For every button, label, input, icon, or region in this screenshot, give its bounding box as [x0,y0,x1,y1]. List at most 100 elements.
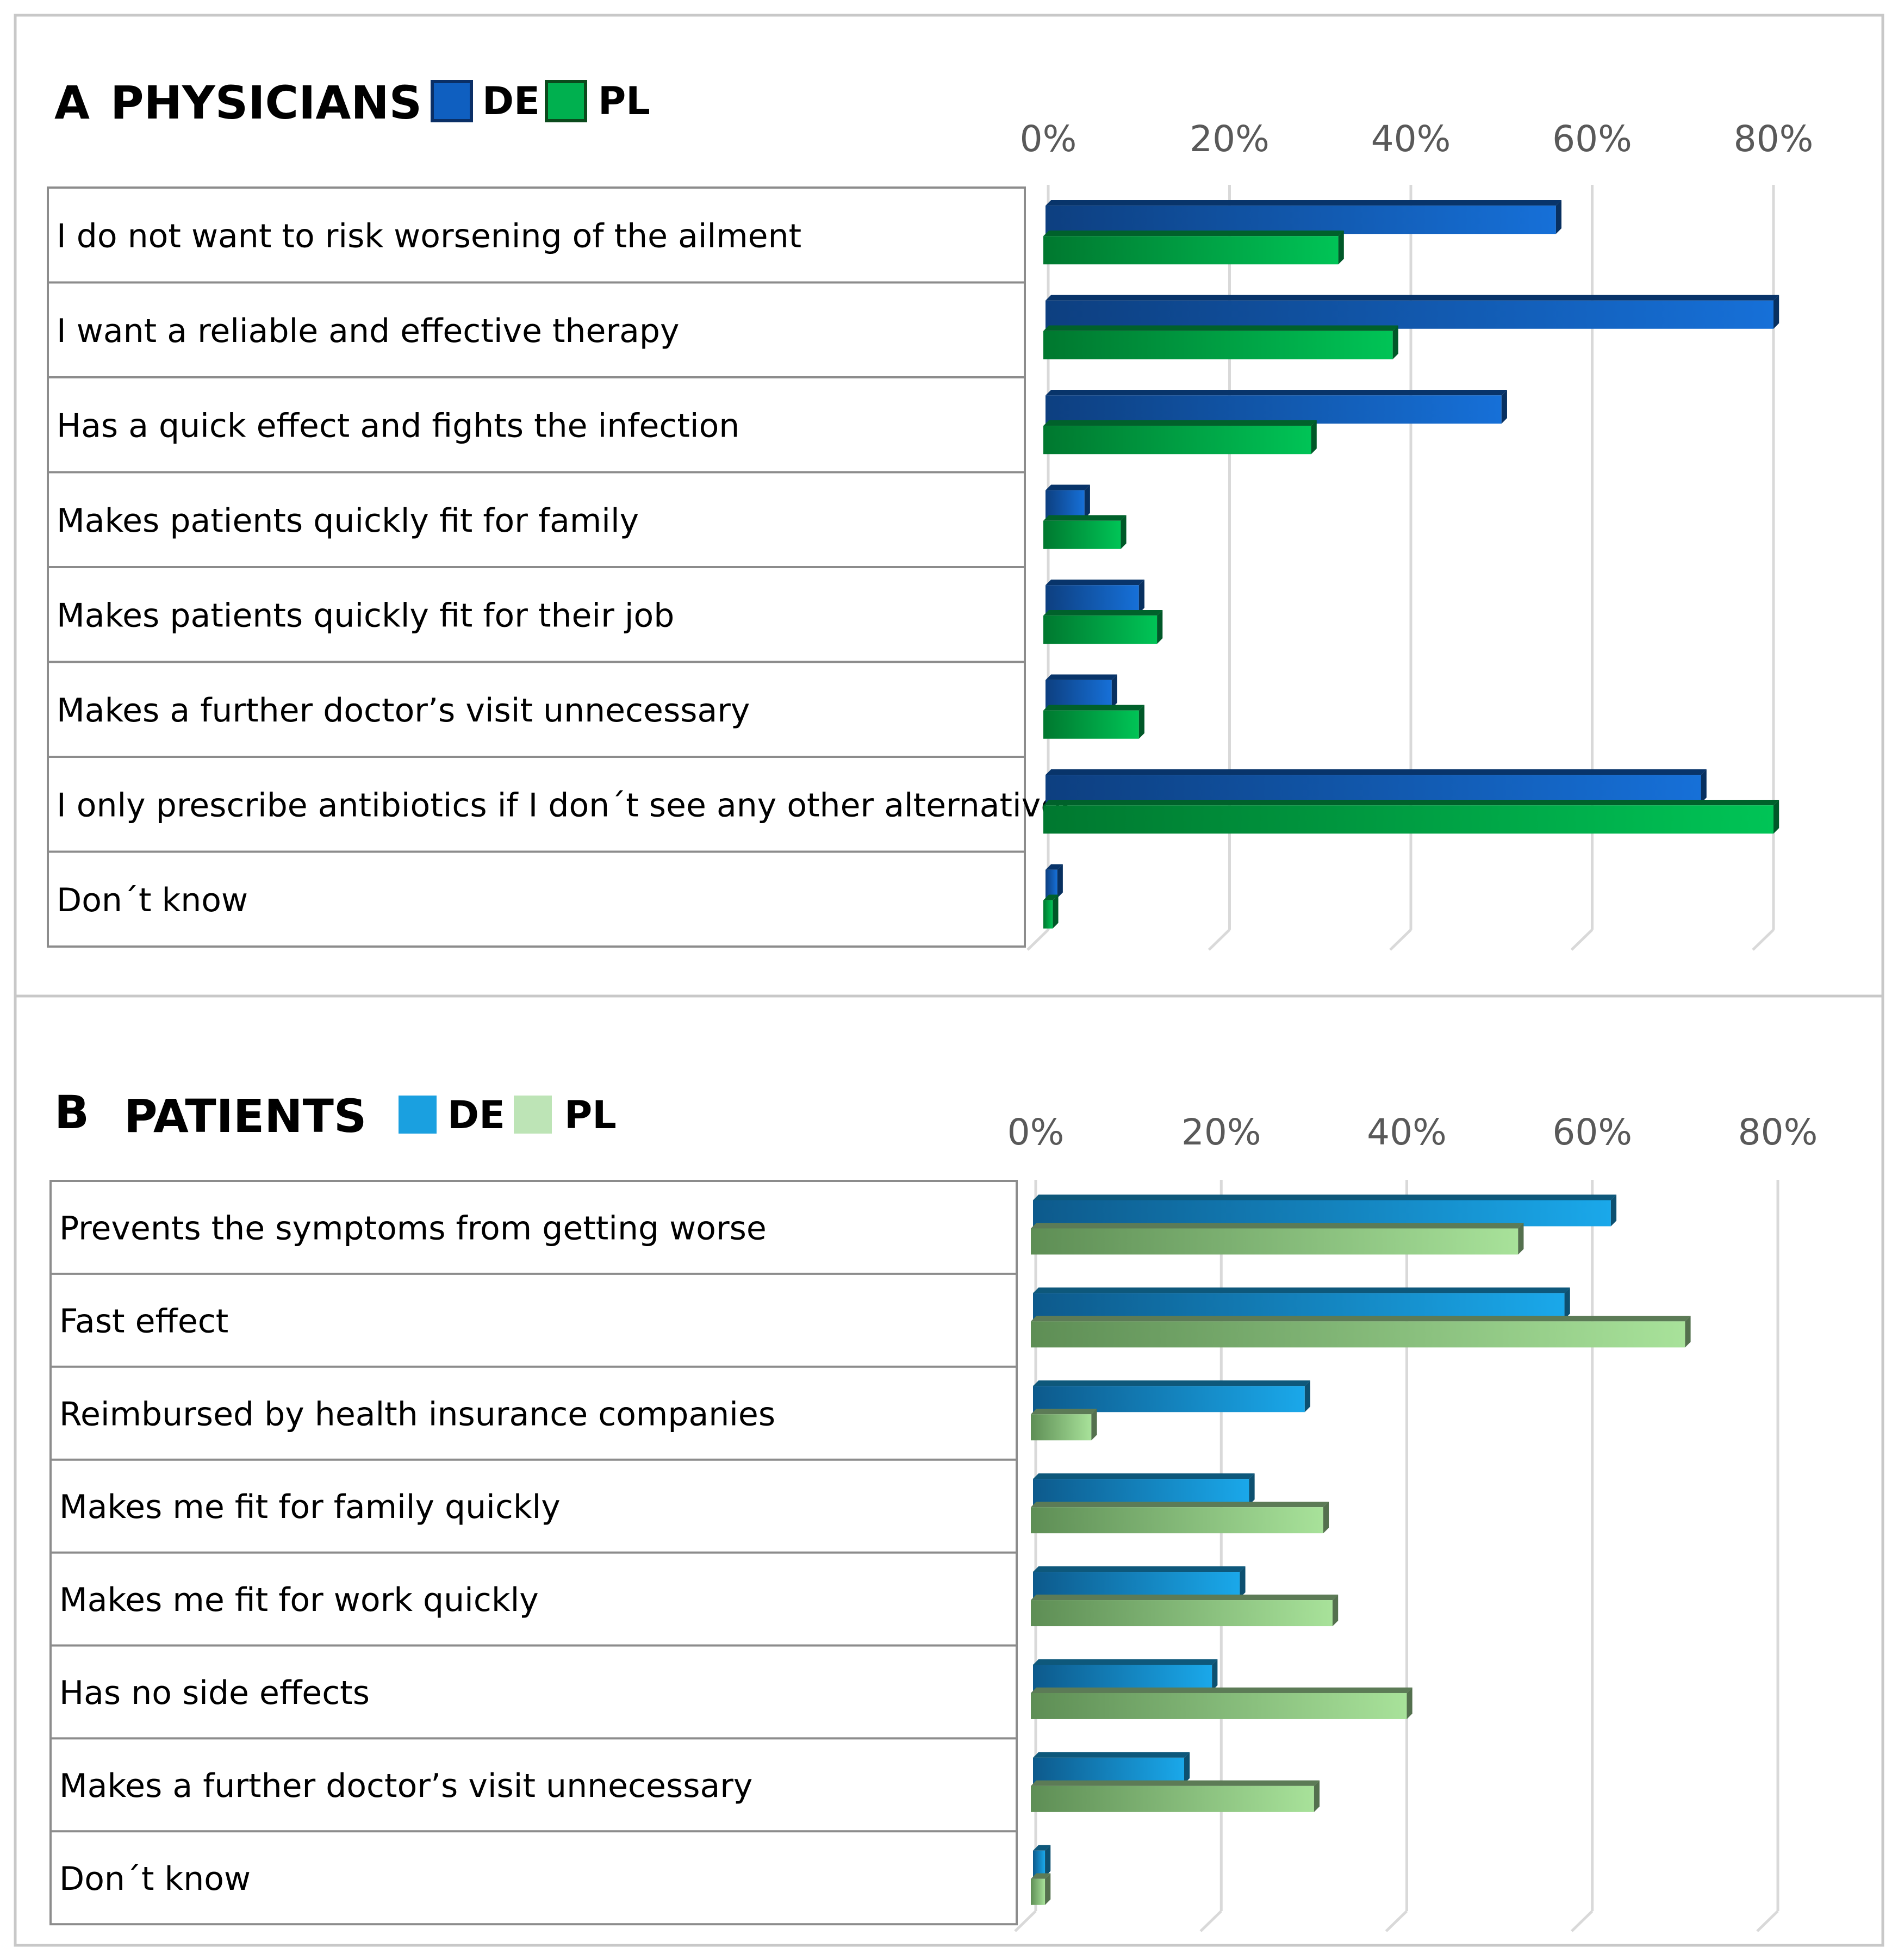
bar-b-de-3 [1033,1473,1255,1505]
category-label-a-2: Has a quick effect and fights the infect… [57,407,739,445]
bar-end-face [1184,1752,1190,1784]
bar-a-pl-0 [1043,231,1344,265]
bar-top-face [1031,1316,1691,1322]
category-label-b-7: Don´t know [59,1860,251,1898]
bar-a-de-1 [1046,295,1779,329]
bar-front-face [1043,520,1121,549]
bar-top-face [1033,1473,1255,1479]
legend-b-de-label: DE [447,1093,505,1137]
bar-b-de-4 [1033,1566,1246,1598]
legend-b-de-swatch [399,1096,437,1134]
bar-top-face [1031,1687,1412,1693]
x-tick-label-a-2: 40% [1371,118,1451,160]
bar-front-face [1043,710,1139,739]
bar-end-face [1084,484,1090,519]
bar-b-de-1 [1033,1287,1570,1320]
panel-a-legend: DE PL [431,79,650,123]
bar-top-face [1046,580,1144,586]
panel-letter-b: B [54,1086,89,1139]
bar-end-face [1338,231,1344,265]
category-label-a-3: Makes patients quickly fit for family [57,502,639,540]
gridline-floor-a-3 [1570,929,1594,951]
bar-end-face [1045,1873,1051,1905]
bar-front-face [1046,395,1502,424]
bar-end-face [1304,1380,1311,1413]
gridline-floor-b-1 [1199,1910,1222,1932]
panel-a-bars [1043,200,1779,929]
category-label-a-0: I do not want to risk worsening of the a… [57,217,801,255]
bar-front-face [1033,1200,1611,1227]
bar-a-pl-4 [1043,610,1163,644]
bar-front-face [1043,426,1311,455]
bar-b-de-2 [1033,1380,1311,1413]
bar-top-face [1046,864,1063,870]
bar-end-face [1701,769,1707,804]
bar-end-face [1610,1194,1617,1227]
x-tick-label-b-3: 60% [1552,1111,1632,1153]
bar-b-pl-3 [1031,1501,1329,1534]
bar-end-face [1057,864,1063,898]
bar-b-pl-5 [1031,1687,1412,1719]
bar-top-face [1043,894,1059,900]
x-tick-label-a-0: 0% [1020,118,1077,160]
bar-a-de-7 [1046,864,1063,898]
legend-b-pl-label: PL [564,1093,617,1137]
bar-front-face [1046,775,1701,804]
bar-top-face [1043,231,1344,237]
bar-end-face [1053,894,1059,929]
bar-end-face [1564,1287,1570,1320]
figure-border [14,14,1884,1947]
bar-front-face [1033,1293,1565,1320]
bar-front-face [1031,1414,1092,1441]
bar-front-face [1046,206,1556,234]
bar-end-face [1518,1223,1524,1255]
x-tick-label-b-2: 40% [1367,1111,1447,1153]
bar-front-face [1031,1600,1333,1627]
bar-front-face [1031,1878,1046,1905]
bar-front-face [1033,1572,1240,1598]
bar-front-face [1031,1321,1685,1348]
category-label-a-4: Makes patients quickly fit for their job [57,596,674,634]
bar-b-pl-0 [1031,1223,1524,1255]
bar-end-face [1091,1409,1097,1441]
gridline-floor-a-4 [1752,929,1775,951]
bar-a-pl-5 [1043,705,1144,739]
bar-end-face [1111,674,1117,708]
bar-a-de-2 [1046,390,1507,424]
legend-b-pl-swatch [514,1096,552,1134]
bar-end-face [1212,1659,1218,1691]
bar-top-face [1033,1659,1218,1665]
bar-front-face [1046,869,1057,898]
panel-b-label-table: Prevents the symptoms from getting worse… [49,1180,1018,1926]
bar-end-face [1045,1845,1051,1877]
bar-top-face [1043,515,1127,521]
bar-top-face [1046,674,1117,680]
x-tick-label-a-3: 60% [1552,118,1632,160]
bar-a-de-3 [1046,484,1090,519]
category-label-a-7: Don´t know [57,881,248,919]
bar-front-face [1046,585,1139,614]
category-label-b-6: Makes a further doctor’s visit unnecessa… [59,1767,752,1805]
category-label-b-5: Has no side effects [59,1674,370,1712]
bar-b-pl-2 [1031,1409,1097,1441]
bar-top-face [1046,390,1507,396]
category-label-b-3: Makes me fit for family quickly [59,1488,561,1526]
bar-top-face [1031,1780,1320,1786]
bar-end-face [1323,1501,1329,1534]
panel-b-title: PATIENTS [124,1090,366,1143]
bar-top-face [1033,1752,1190,1758]
bar-end-face [1138,580,1144,614]
bar-top-face [1033,1287,1570,1293]
panel-b-x-ticks: 0% 20% 40% 60% 80% [1007,1111,1818,1153]
bar-b-de-6 [1033,1752,1190,1784]
bar-front-face [1031,1507,1323,1534]
bar-end-face [1240,1566,1246,1598]
bar-top-face [1043,325,1398,331]
bar-front-face [1043,900,1053,929]
bar-b-pl-4 [1031,1594,1339,1627]
bar-top-face [1031,1594,1339,1601]
bar-end-face [1392,325,1398,359]
gridline-floor-b-3 [1571,1910,1594,1932]
category-label-a-1: I want a reliable and effective therapy [57,312,679,350]
